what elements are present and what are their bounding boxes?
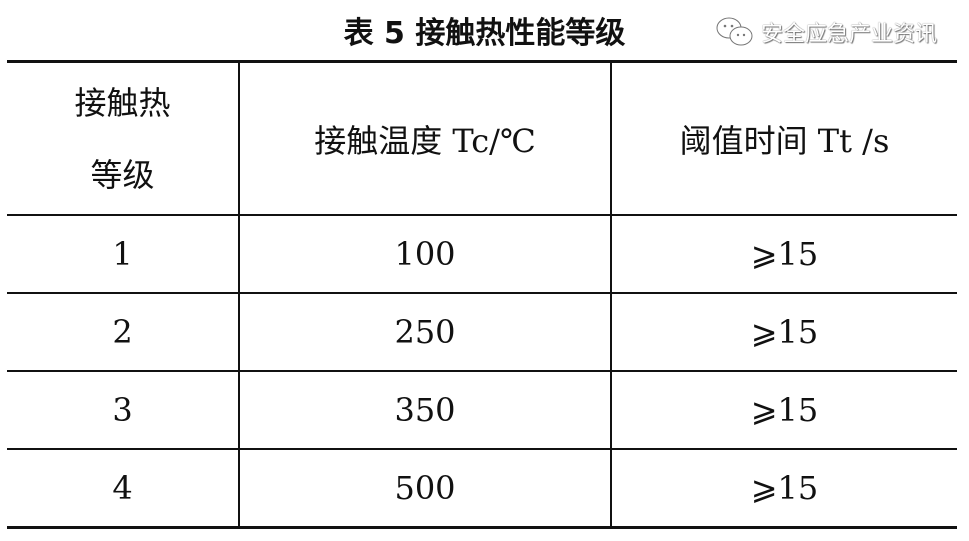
watermark: 安全应急产业资讯 (715, 16, 937, 48)
header-threshold-time: 阈值时间 Tt /s (611, 61, 957, 216)
cell-temperature: 250 (239, 293, 612, 372)
cell-level: 3 (7, 371, 240, 450)
cell-temperature: 100 (239, 215, 612, 294)
watermark-text: 安全应急产业资讯 (761, 22, 938, 47)
cell-time: ⩾15 (611, 215, 957, 294)
header-level-cell: 接触热等级 (7, 61, 240, 216)
table-row: 4 500 ⩾15 (7, 449, 957, 529)
cell-time: ⩾15 (611, 371, 957, 450)
cell-time: ⩾15 (611, 293, 957, 372)
wechat-icon (716, 17, 753, 46)
cell-level: 4 (7, 449, 240, 529)
cell-time: ⩾15 (611, 449, 957, 529)
table-title: 表 5 接触热性能等级 (343, 16, 626, 51)
contact-heat-table: 接触热等级 接触温度 Tc/℃ 阈值时间 Tt /s 1 100 ⩾15 2 2… (7, 60, 957, 529)
cell-level: 2 (7, 293, 240, 372)
cell-level: 1 (7, 215, 240, 294)
table-header-row: 接触热等级 接触温度 Tc/℃ 阈值时间 Tt /s (7, 61, 957, 216)
header-level: 接触热等级 (74, 83, 171, 194)
table-row: 2 250 ⩾15 (7, 293, 957, 372)
table-row: 1 100 ⩾15 (7, 215, 957, 294)
header-temperature: 接触温度 Tc/℃ (239, 61, 612, 216)
cell-temperature: 350 (239, 371, 612, 450)
cell-temperature: 500 (239, 449, 612, 529)
table-row: 3 350 ⩾15 (7, 371, 957, 450)
